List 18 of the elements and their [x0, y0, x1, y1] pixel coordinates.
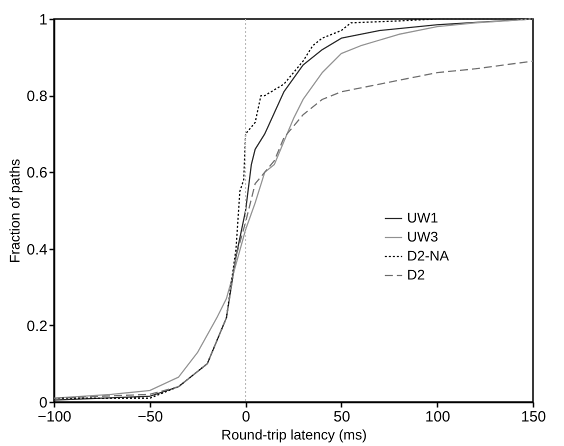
x-tick-label: 0: [242, 408, 250, 426]
legend-label: D2: [407, 266, 426, 282]
legend-label: D2-NA: [407, 248, 450, 264]
legend-label: UW3: [407, 228, 438, 244]
x-tick-label: 100: [425, 408, 450, 426]
y-tick-label: 0.8: [26, 88, 48, 106]
x-tick-label: 150: [520, 408, 546, 426]
x-tick-label: −50: [138, 408, 164, 426]
y-tick-label: 0.4: [26, 241, 48, 258]
legend-label: UW1: [407, 210, 438, 226]
x-tick-label: 50: [334, 408, 350, 426]
y-tick-label: 0.2: [26, 318, 48, 335]
y-tick-label: 1: [39, 12, 48, 28]
y-tick-label: 0: [39, 394, 48, 412]
y-tick-label: 0.6: [26, 164, 48, 182]
x-tick-label: −100: [38, 408, 72, 426]
x-axis-title: Round-trip latency (ms): [221, 426, 367, 442]
y-axis-title: Fraction of paths: [6, 158, 23, 264]
